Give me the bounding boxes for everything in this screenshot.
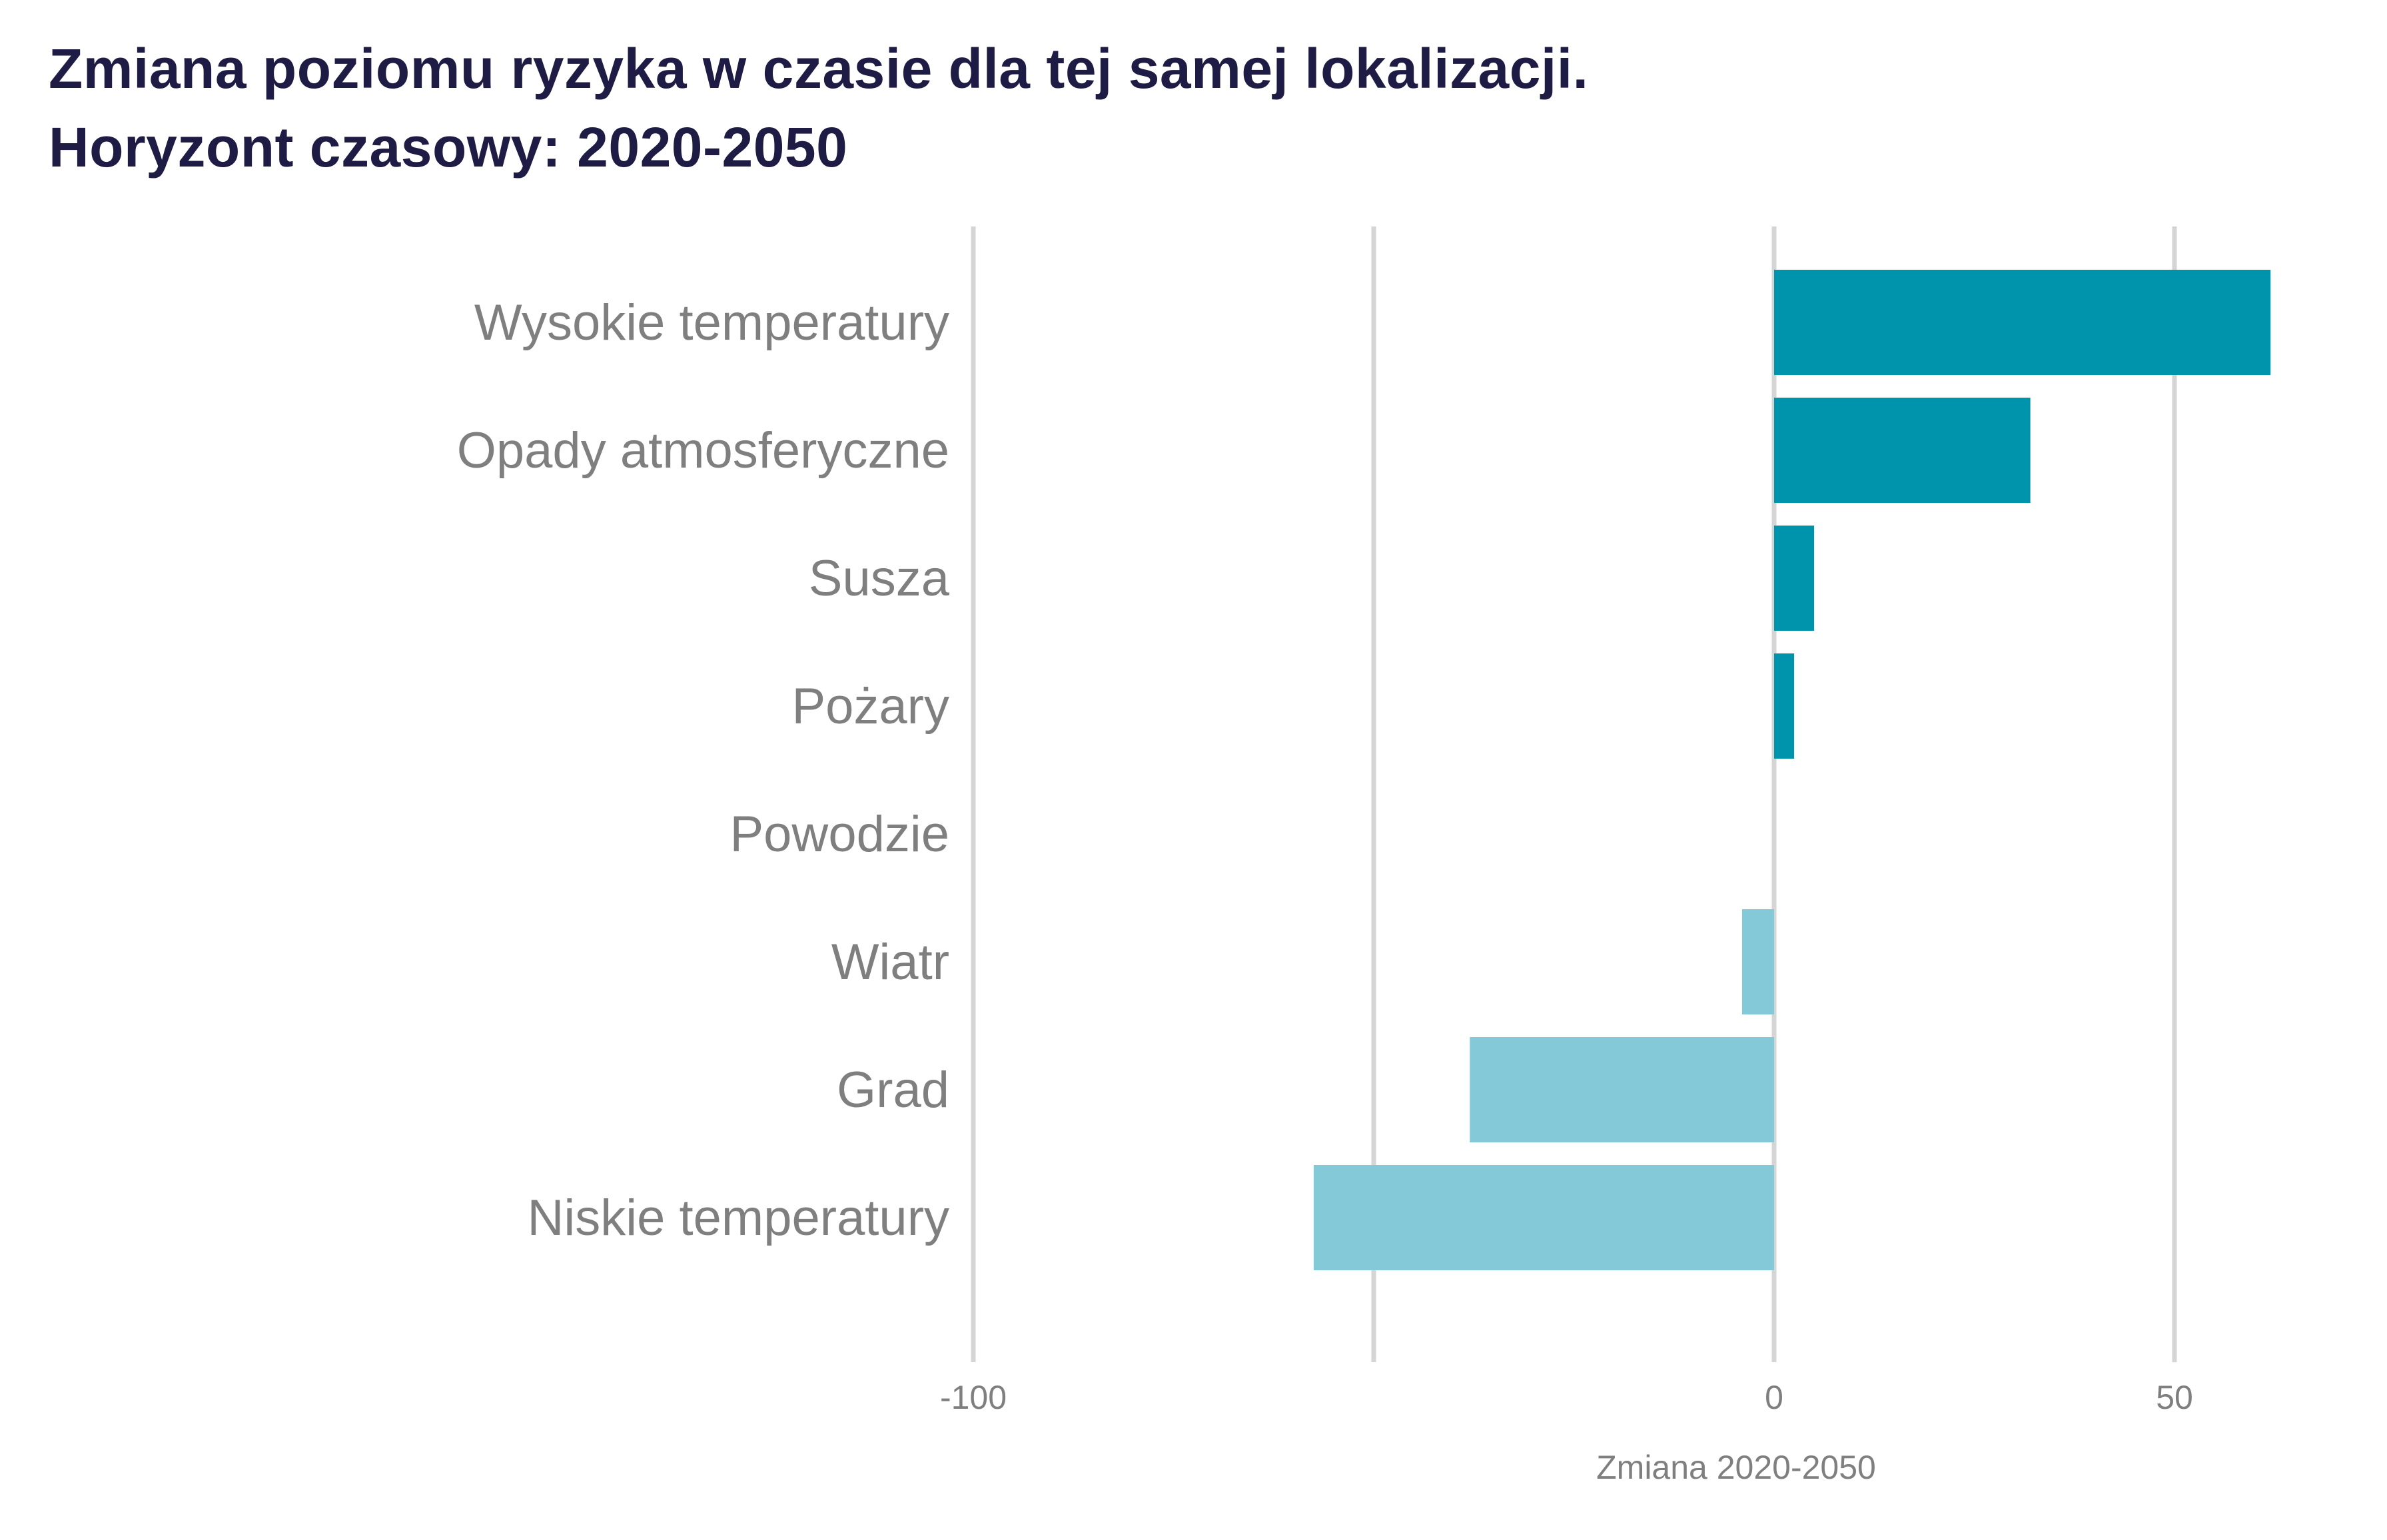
x-tick-label-minus-100: -100 <box>940 1379 1007 1416</box>
chart-title-block: Zmiana poziomu ryzyka w czasie dla tej s… <box>49 29 1588 187</box>
x-tick-label-50: 50 <box>2156 1379 2193 1416</box>
category-label-0: Wysokie temperatury <box>474 294 949 351</box>
bars <box>1313 270 2271 1270</box>
bar-0 <box>1774 270 2271 375</box>
category-labels: Wysokie temperatury Opady atmosferyczne Su… <box>457 294 950 1246</box>
category-label-5: Wiatr <box>831 934 949 990</box>
bar-2 <box>1774 526 1815 631</box>
x-axis-title: Zmiana 2020-2050 <box>1596 1449 1876 1486</box>
category-label-2: Susza <box>809 550 950 607</box>
chart-title: Zmiana poziomu ryzyka w czasie dla tej s… <box>49 37 1589 100</box>
category-label-3: Pożary <box>791 678 949 735</box>
bar-7 <box>1313 1165 1774 1270</box>
category-label-6: Grad <box>837 1062 949 1118</box>
bar-3 <box>1774 653 1795 759</box>
chart-subtitle: Horyzont czasowy: 2020-2050 <box>49 116 848 179</box>
bar-6 <box>1470 1037 1774 1142</box>
category-label-7: Niskie temperatury <box>527 1190 949 1246</box>
x-tick-label-0: 0 <box>1765 1379 1783 1416</box>
category-label-4: Powodzie <box>729 806 949 863</box>
bar-5 <box>1741 909 1774 1014</box>
category-label-1: Opady atmosferyczne <box>457 422 949 479</box>
x-tick-labels: -100 0 50 <box>940 1379 2193 1416</box>
bar-1 <box>1774 398 2031 503</box>
